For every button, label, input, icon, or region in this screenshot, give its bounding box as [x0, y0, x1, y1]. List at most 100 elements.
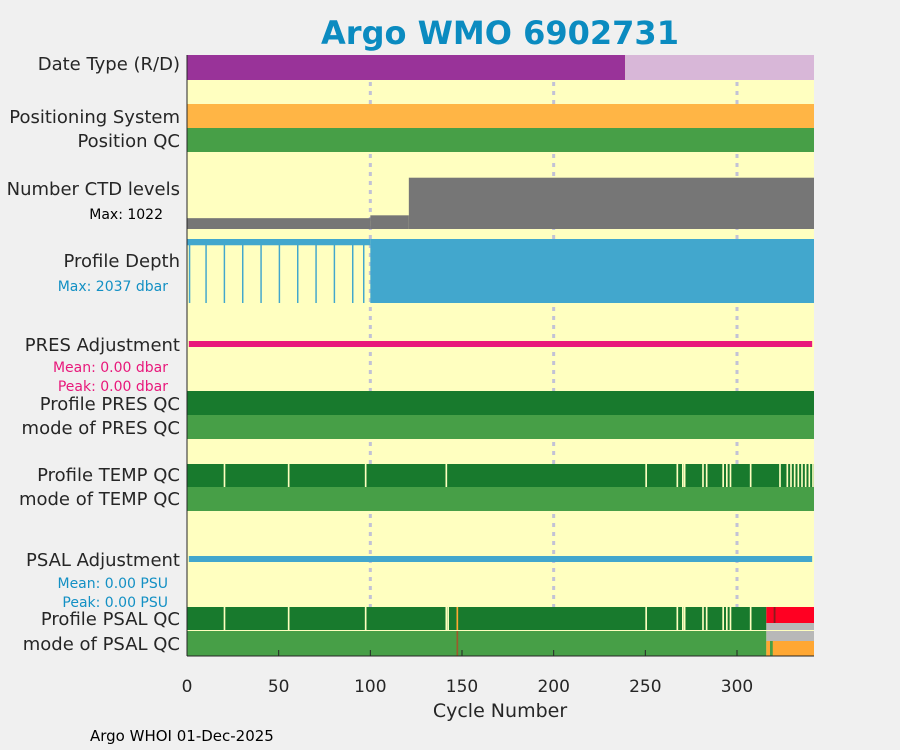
temp-qc-gap	[797, 464, 800, 487]
temp-qc-gap	[729, 464, 732, 487]
depth-deep-profile-spike	[205, 239, 207, 303]
profile-psal-qc-bar	[187, 607, 767, 630]
label-profile-psal-qc: Profile PSAL QC	[41, 609, 180, 630]
psal-adjustment-line	[188, 556, 813, 562]
label-pres-mean: Mean: 0.00 dbar	[53, 360, 168, 376]
mode-psal-qc-brown	[456, 631, 459, 656]
data-rows	[187, 55, 814, 656]
mode-psal-qc-good-mark	[770, 641, 773, 656]
temp-qc-gap	[682, 464, 684, 487]
temp-qc-gap	[790, 464, 792, 487]
temp-qc-gap	[705, 464, 708, 487]
x-tick-label: 300	[721, 677, 753, 697]
psal-qc-gap	[702, 607, 704, 630]
psal-qc-gap	[287, 607, 290, 630]
date-type-segment	[187, 55, 626, 80]
temp-qc-gap	[749, 464, 752, 487]
psal-qc-gap	[445, 607, 448, 630]
label-mode-pres-qc: mode of PRES QC	[22, 418, 180, 439]
row-labels: Date Type (R/D) Positioning System Posit…	[7, 54, 180, 655]
psal-qc-gap	[729, 607, 732, 630]
footer-text: Argo WHOI 01-Dec-2025	[90, 727, 274, 745]
psal-qc-gap	[364, 607, 367, 630]
plot-area	[187, 55, 814, 656]
x-tick-label: 250	[629, 677, 661, 697]
psal-qc-gap	[447, 607, 449, 630]
x-tick-label: 0	[182, 677, 193, 697]
label-profile-temp-qc: Profile TEMP QC	[37, 465, 180, 486]
mode-psal-qc-probably-bad	[766, 641, 814, 656]
chart-title: Argo WMO 6902731	[321, 14, 679, 52]
label-profile-depth: Profile Depth	[63, 251, 180, 272]
label-psal-mean: Mean: 0.00 PSU	[57, 576, 168, 592]
temp-qc-gap	[364, 464, 367, 487]
psal-qc-gap	[749, 607, 752, 630]
depth-full-bar	[370, 239, 814, 303]
mode-pres-qc-bar	[187, 415, 814, 439]
psal-qc-gap	[683, 607, 686, 630]
depth-deep-profile-spike	[260, 239, 262, 303]
psal-qc-probably-bad	[456, 607, 459, 630]
label-mode-temp-qc: mode of TEMP QC	[19, 489, 180, 510]
profile-pres-qc-bar	[187, 391, 814, 415]
psal-qc-gap	[223, 607, 226, 630]
depth-deep-profile-spike	[333, 239, 336, 303]
temp-qc-gap	[287, 464, 290, 487]
temp-qc-gap	[812, 464, 814, 487]
temp-qc-gap	[445, 464, 448, 487]
temp-qc-gap	[786, 464, 789, 487]
temp-qc-gap	[793, 464, 796, 487]
depth-deep-profile-spike	[297, 239, 299, 303]
temp-qc-gap	[676, 464, 679, 487]
psal-qc-missing-tail	[766, 623, 814, 630]
label-mode-psal-qc: mode of PSAL QC	[23, 634, 180, 655]
ctd-levels-bar	[187, 218, 371, 229]
label-positioning-system: Positioning System	[9, 107, 180, 128]
depth-deep-profile-spike	[363, 239, 365, 303]
temp-qc-gap	[801, 464, 803, 487]
label-ctd-max: Max: 1022	[89, 207, 163, 223]
pres-adjustment-line	[188, 341, 813, 347]
psal-qc-gap	[722, 607, 724, 630]
depth-deep-profile-spike	[278, 239, 281, 303]
x-tick-label: 50	[268, 677, 290, 697]
temp-qc-gap	[223, 464, 226, 487]
mode-psal-qc-bar	[187, 631, 767, 656]
label-position-qc: Position QC	[77, 131, 180, 152]
label-profile-pres-qc: Profile PRES QC	[40, 394, 180, 415]
temp-qc-gap	[726, 464, 728, 487]
depth-deep-profile-spike	[315, 239, 317, 303]
temp-qc-gap	[645, 464, 647, 487]
temp-qc-gap	[804, 464, 807, 487]
psal-qc-gap	[645, 607, 647, 630]
ctd-levels-bar	[408, 177, 814, 229]
label-ctd-levels: Number CTD levels	[7, 179, 180, 200]
psal-qc-dark-mark	[773, 607, 776, 623]
label-depth-max: Max: 2037 dbar	[58, 279, 169, 295]
temp-qc-gap	[702, 464, 704, 487]
ctd-levels-bar	[370, 215, 409, 229]
temp-qc-gap	[683, 464, 686, 487]
x-tick-label: 200	[537, 677, 569, 697]
mode-psal-qc-missing	[766, 631, 814, 641]
depth-deep-profile-spike	[223, 239, 226, 303]
psal-qc-gap	[682, 607, 684, 630]
position-qc-segment	[187, 128, 814, 152]
x-tick-label: 100	[354, 677, 386, 697]
x-tick-label: 150	[446, 677, 478, 697]
label-date-type: Date Type (R/D)	[38, 54, 180, 75]
date-type-segment	[625, 55, 814, 80]
label-psal-peak: Peak: 0.00 PSU	[62, 595, 168, 611]
psal-qc-gap	[676, 607, 679, 630]
x-axis-label: Cycle Number	[433, 700, 567, 722]
psal-qc-bad-tail	[766, 607, 814, 623]
depth-deep-profile-spike	[352, 239, 354, 303]
temp-qc-gap	[779, 464, 781, 487]
psal-qc-gap	[705, 607, 708, 630]
temp-qc-gap	[808, 464, 811, 487]
depth-deep-profile-spike	[188, 239, 191, 303]
x-axis-ticks: 0 50 100 150 200 250 300	[182, 650, 753, 697]
mode-temp-qc-bar	[187, 487, 814, 511]
